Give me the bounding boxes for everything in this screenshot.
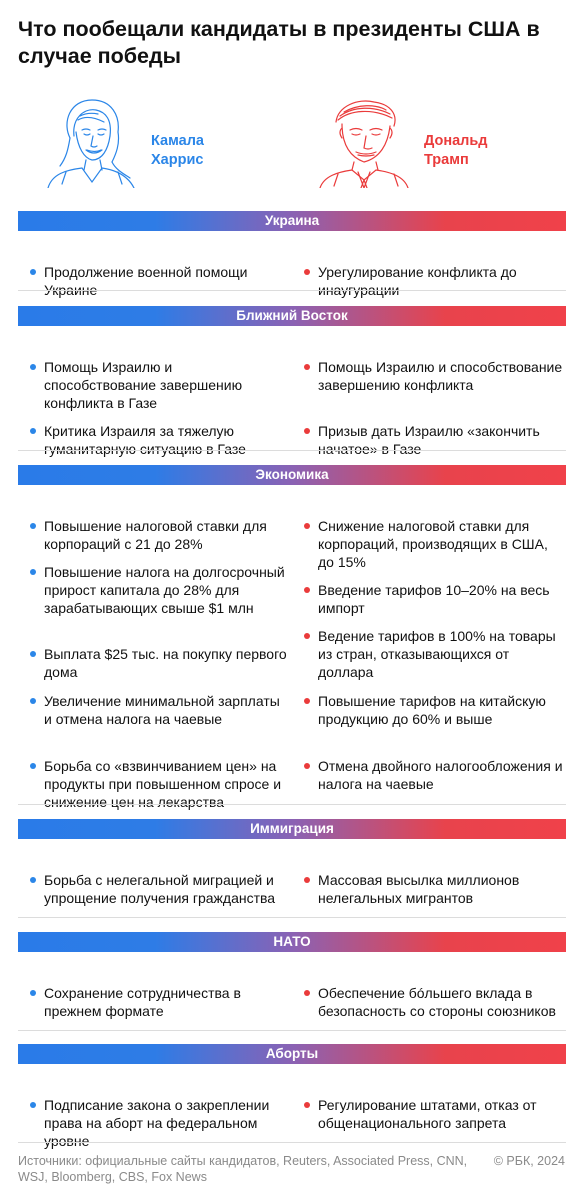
section-immigration: Иммиграция Борьба с нелегальной миграцие… — [18, 819, 566, 906]
section-title: Иммиграция — [18, 819, 566, 839]
divider — [18, 917, 566, 918]
harris-first-name: Камала — [151, 133, 204, 149]
red-bullet-icon — [304, 763, 310, 769]
blue-bullet-icon — [30, 763, 36, 769]
trump-promise: Обеспечение бóльшего вклада в безопаснос… — [292, 984, 566, 1020]
blue-bullet-icon — [30, 523, 36, 529]
candidates-header: Камала Харрис Дональд Трамп — [0, 92, 583, 194]
red-bullet-icon — [304, 587, 310, 593]
red-bullet-icon — [304, 428, 310, 434]
blue-bullet-icon — [30, 1102, 36, 1108]
page-title: Что пообещали кандидаты в президенты США… — [18, 17, 540, 68]
harris-promise: Подписание закона о закреплении права на… — [18, 1096, 288, 1150]
harris-promise: Увеличение минимальной зарплаты и отмена… — [18, 692, 288, 728]
section-middle-east: Ближний Восток Помощь Израилю и способст… — [18, 306, 566, 457]
divider — [18, 290, 566, 291]
blue-bullet-icon — [30, 877, 36, 883]
blue-bullet-icon — [30, 364, 36, 370]
harris-promise: Повышение налога на долгосрочный прирост… — [18, 563, 288, 617]
section-title: Аборты — [18, 1044, 566, 1064]
harris-promise: Критика Израиля за тяжелую гуманитарную … — [18, 422, 288, 458]
trump-promise: Ведение тарифов в 100% на товары из стра… — [292, 627, 566, 681]
trump-promise: Повышение тарифов на китайскую продукцию… — [292, 692, 566, 728]
section-title: НАТО — [18, 932, 566, 952]
section-abortion: Аборты Подписание закона о закреплении п… — [18, 1044, 566, 1149]
divider — [18, 1030, 566, 1031]
divider — [18, 804, 566, 805]
red-bullet-icon — [304, 990, 310, 996]
red-bullet-icon — [304, 1102, 310, 1108]
blue-bullet-icon — [30, 698, 36, 704]
harris-promise: Сохранение сотрудничества в прежнем форм… — [18, 984, 288, 1020]
blue-bullet-icon — [30, 651, 36, 657]
harris-portrait — [47, 99, 135, 188]
red-bullet-icon — [304, 877, 310, 883]
red-bullet-icon — [304, 269, 310, 275]
harris-name: Камала Харрис — [151, 132, 204, 170]
harris-last-name: Харрис — [151, 152, 204, 168]
red-bullet-icon — [304, 523, 310, 529]
red-bullet-icon — [304, 364, 310, 370]
red-bullet-icon — [304, 633, 310, 639]
harris-promise: Борьба со «взвинчиванием цен» на продукт… — [18, 757, 288, 811]
trump-promise: Урегулирование конфликта до инаугурации — [292, 263, 566, 299]
blue-bullet-icon — [30, 569, 36, 575]
blue-bullet-icon — [30, 990, 36, 996]
divider — [18, 450, 566, 451]
harris-promise: Выплата $25 тыс. на покупку первого дома — [18, 645, 288, 681]
trump-name: Дональд Трамп — [424, 132, 488, 170]
divider — [18, 1142, 566, 1143]
harris-promise: Продолжение военной помощи Украине — [18, 263, 288, 299]
harris-promise: Борьба с нелегальной миграцией и упрощен… — [18, 871, 288, 907]
trump-promise: Снижение налоговой ставки для корпораций… — [292, 517, 566, 571]
section-title: Украина — [18, 211, 566, 231]
harris-promise: Помощь Израилю и способствование заверше… — [18, 358, 288, 412]
trump-promise: Отмена двойного налогообложения и налога… — [292, 757, 566, 793]
trump-promise: Помощь Израилю и способствование заверше… — [292, 358, 566, 394]
section-nato: НАТО Сохранение сотрудничества в прежнем… — [18, 932, 566, 1019]
sources-note: Источники: официальные сайты кандидатов,… — [18, 1154, 468, 1184]
trump-promise: Призыв дать Израилю «закончить начатое» … — [292, 422, 566, 458]
trump-first-name: Дональд — [424, 133, 488, 149]
section-title: Экономика — [18, 465, 566, 485]
copyright: © РБК, 2024 — [493, 1154, 565, 1168]
blue-bullet-icon — [30, 428, 36, 434]
trump-promise: Введение тарифов 10–20% на весь импорт — [292, 581, 566, 617]
section-ukraine: Украина Продолжение военной помощи Украи… — [18, 211, 566, 298]
section-title: Ближний Восток — [18, 306, 566, 326]
trump-portrait — [319, 100, 409, 188]
trump-promise: Регулирование штатами, отказ от общенаци… — [292, 1096, 566, 1132]
trump-last-name: Трамп — [424, 152, 469, 168]
blue-bullet-icon — [30, 269, 36, 275]
trump-promise: Массовая высылка миллионов нелегальных м… — [292, 871, 566, 907]
section-economy: Экономика Повышение налоговой ставки для… — [18, 465, 566, 810]
harris-promise: Повышение налоговой ставки для корпораци… — [18, 517, 288, 553]
red-bullet-icon — [304, 698, 310, 704]
